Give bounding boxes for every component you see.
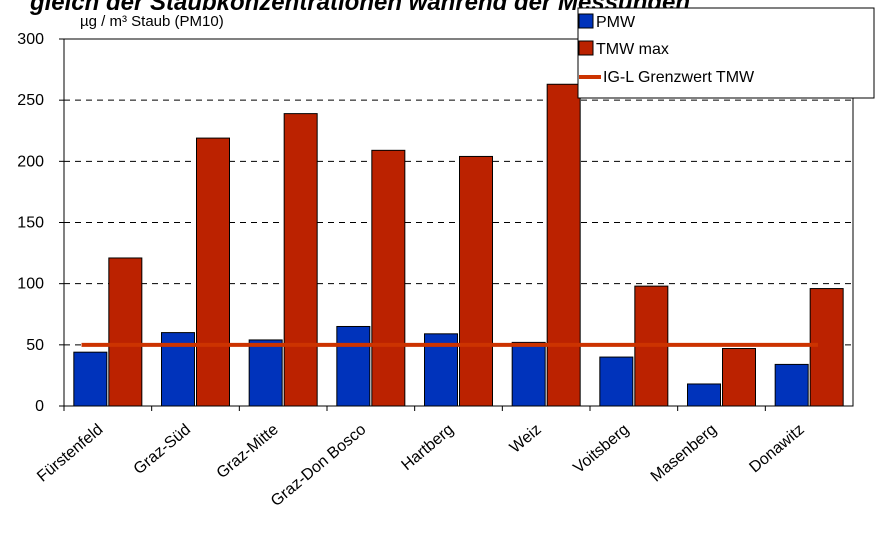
bar-pmw [248,339,283,407]
y-tick-label: 250 [17,92,44,109]
bar-pmw [336,325,371,407]
bar-tmw-max [809,288,844,407]
bar-pmw [687,383,721,407]
y-tick-label: 0 [35,398,44,415]
bar-pmw [599,356,634,407]
bar-tmw-max [546,83,581,407]
bar-pmw [511,341,546,407]
x-tick-label: Graz-Süd [131,421,194,478]
legend-label-grenzwert: IG-L Grenzwert TMW [603,69,755,86]
x-tick-label: Graz-Mitte [214,421,282,482]
y-tick-label: 200 [17,153,44,170]
bar-tmw-max [108,257,143,407]
legend: PMW TMW max IG-L Grenzwert TMW [577,7,875,99]
x-tick-label: Donawitz [746,421,807,476]
y-tick-labels: 0 50 100 150 200 250 300 [17,31,44,415]
legend-label-tmw: TMW max [596,41,669,58]
bar-tmw-max [459,155,493,407]
y-tick-label: 50 [26,337,44,354]
chart-title: gleich der Staubkonzentrationen während … [29,0,690,16]
x-tick-label: Voitsberg [570,421,632,477]
bar-pmw [774,363,809,407]
bar-pmw [73,351,108,407]
legend-swatch-pmw [578,13,594,29]
x-tick-label: Masenberg [648,421,720,485]
y-tick-label: 100 [17,276,44,293]
y-tick-label: 150 [17,215,44,232]
y-tick-label: 300 [17,31,44,48]
bars [73,83,844,407]
bar-tmw-max [283,113,318,407]
bar-tmw-max [196,137,230,407]
legend-swatch-tmw [578,40,594,56]
x-tick-label: Weiz [507,421,545,457]
x-tick-label: Hartberg [398,421,457,474]
x-tick-label: Fürstenfeld [34,421,106,485]
x-tick-label: Graz-Don Bosco [268,421,370,510]
bar-tmw-max [722,348,756,407]
axes [59,38,854,411]
y-axis-label: µg / m³ Staub (PM10) [80,13,224,30]
plot-frame [63,38,854,407]
legend-box [577,7,875,99]
bar-tmw-max [371,149,406,407]
grid-lines [64,99,853,346]
legend-label-pmw: PMW [596,14,636,31]
